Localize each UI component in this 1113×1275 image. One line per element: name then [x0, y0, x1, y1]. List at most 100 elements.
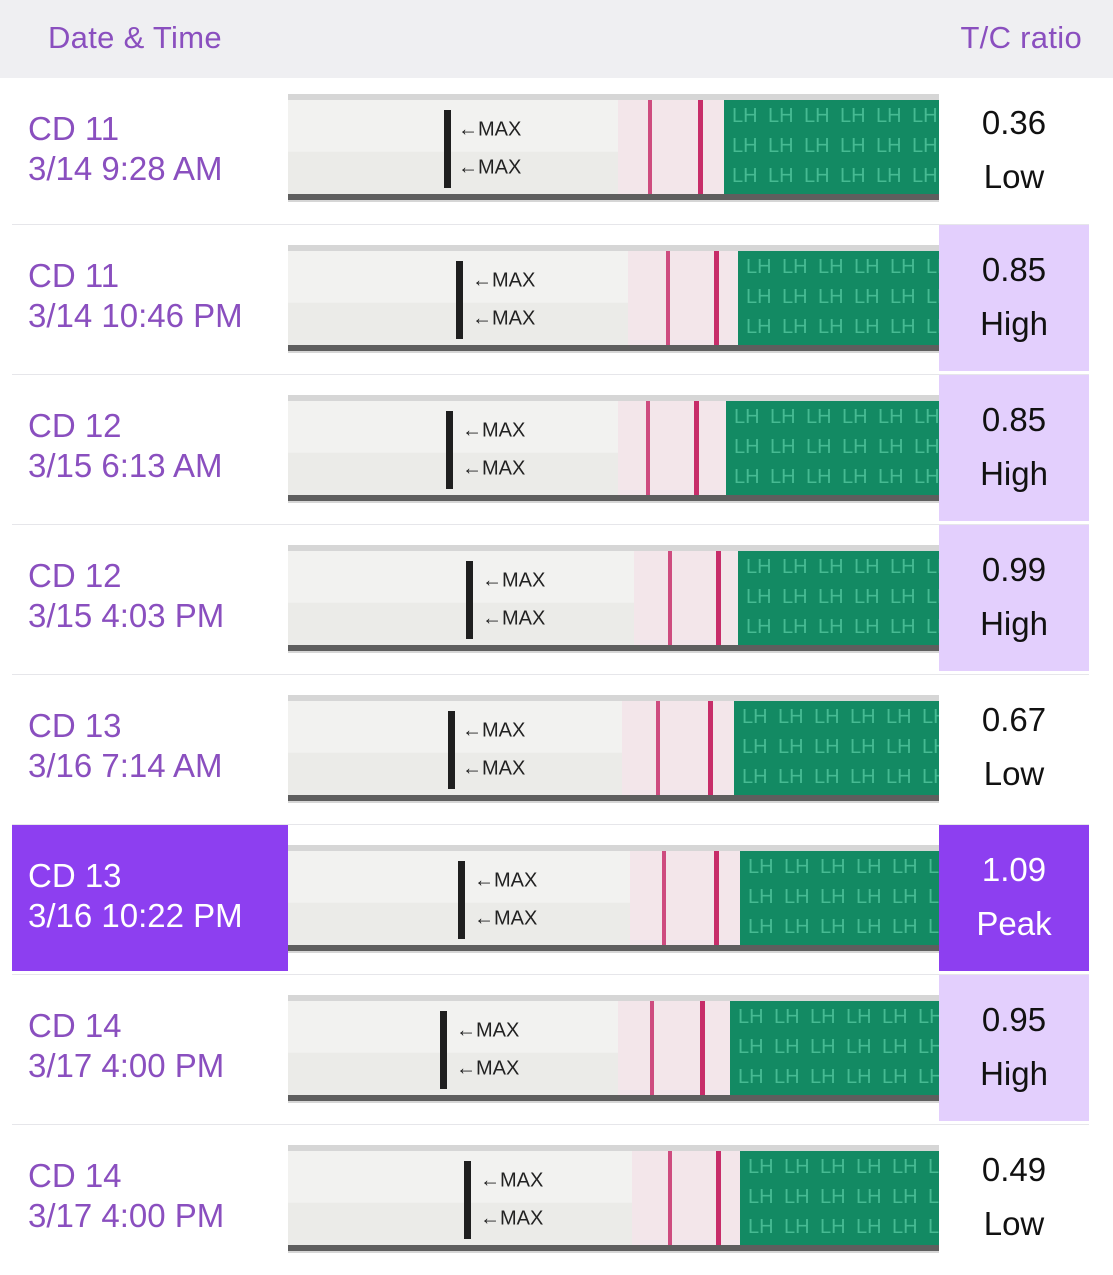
- lh-label: LH: [804, 135, 830, 157]
- lh-label: LH: [890, 616, 916, 638]
- test-row[interactable]: CD 11 3/14 10:46 PM ←MAX ←MAX LH LH LH LH LH LH…: [0, 225, 1113, 375]
- max-label: ←MAX: [480, 1207, 543, 1229]
- ratio-level: High: [980, 305, 1048, 342]
- lh-label: LH: [770, 466, 796, 488]
- row-divider: [12, 824, 1089, 825]
- lh-label: LH: [892, 886, 918, 908]
- lh-label: LH: [818, 556, 844, 578]
- lh-label: LH: [854, 586, 880, 608]
- lh-label: LH: [738, 1066, 764, 1088]
- lh-label: LH: [814, 736, 840, 758]
- ratio-value: 0.36: [981, 104, 1047, 141]
- strip-shadow: [288, 1095, 939, 1101]
- ratio-value: 0.99: [981, 551, 1047, 588]
- lh-label: LH: [928, 1216, 939, 1238]
- ratio-level: Low: [983, 1205, 1045, 1242]
- max-label: ←MAX: [462, 420, 525, 442]
- lh-label: LH: [882, 1066, 908, 1088]
- ratio-value: 0.85: [981, 401, 1047, 438]
- lh-label: LH: [748, 1156, 774, 1178]
- result-window: [618, 100, 724, 194]
- control-line: [714, 851, 719, 945]
- lh-label: LH: [878, 406, 904, 428]
- lh-label: LH: [890, 286, 916, 308]
- lh-label: LH: [922, 766, 939, 788]
- test-line: [666, 251, 670, 345]
- lh-label: LH: [926, 556, 939, 578]
- lh-label: LH: [784, 856, 810, 878]
- lh-label: LH: [734, 406, 760, 428]
- lh-label: LH: [784, 886, 810, 908]
- lh-label: LH: [856, 1156, 882, 1178]
- max-label: ←MAX: [480, 1170, 543, 1192]
- lh-label: LH: [782, 286, 808, 308]
- test-row[interactable]: CD 14 3/17 4:00 PM ←MAX ←MAX LH LH LH LH LH LH L…: [0, 1125, 1113, 1275]
- lh-label: LH: [784, 1156, 810, 1178]
- control-line: [700, 1001, 705, 1095]
- control-line: [708, 701, 713, 795]
- lh-label: LH: [854, 256, 880, 278]
- max-label: ←MAX: [456, 1020, 519, 1042]
- lh-label: LH: [850, 706, 876, 728]
- max-label: ←MAX: [474, 870, 537, 892]
- test-strip-image: ←MAX ←MAX LH LH LH LH LH LH LH LH LH LH LH LH LH LH LH LH…: [288, 675, 939, 821]
- ratio-level: High: [980, 455, 1048, 492]
- lh-label: LH: [820, 886, 846, 908]
- lh-label: LH: [854, 556, 880, 578]
- lh-label: LH: [846, 1036, 872, 1058]
- lh-label: LH: [918, 1036, 939, 1058]
- test-strip-image: ←MAX ←MAX LH LH LH LH LH LH LH LH LH LH LH LH LH LH LH LH…: [288, 78, 939, 224]
- lh-label: LH: [810, 1036, 836, 1058]
- lh-label: LH: [840, 165, 866, 187]
- control-line: [714, 251, 719, 345]
- lh-label: LH: [738, 1036, 764, 1058]
- test-row-peak[interactable]: CD 13 3/16 10:22 PM ←MAX ←MAX LH LH LH LH LH LH…: [0, 825, 1113, 975]
- ratio-cell: 1.09 Peak: [939, 825, 1089, 971]
- datetime-label: 3/15 4:03 PM: [28, 597, 225, 634]
- date-time-column-header: Date & Time: [48, 20, 222, 55]
- test-row[interactable]: CD 14 3/17 4:00 PM ←MAX ←MAX LH LH LH LH LH LH L…: [0, 975, 1113, 1125]
- lh-label: LH: [856, 916, 882, 938]
- max-label: ←MAX: [458, 119, 521, 141]
- lh-label: LH: [742, 706, 768, 728]
- strip-green-end: [734, 701, 939, 795]
- lh-label: LH: [742, 766, 768, 788]
- lh-label: LH: [820, 916, 846, 938]
- result-window: [632, 1151, 740, 1245]
- result-window: [618, 1001, 730, 1095]
- lh-label: LH: [914, 436, 939, 458]
- cycle-day-label: CD 13: [28, 707, 122, 744]
- test-row[interactable]: CD 12 3/15 6:13 AM ←MAX ←MAX LH LH LH LH LH LH L…: [0, 375, 1113, 525]
- lh-label: LH: [770, 436, 796, 458]
- ratio-cell: 0.49 Low: [939, 1125, 1089, 1271]
- result-window: [622, 701, 734, 795]
- strip-svg: ←MAX ←MAX LH LH LH LH LH LH LH LH LH LH LH LH LH LH LH LH…: [288, 1145, 939, 1253]
- lh-label: LH: [882, 1036, 908, 1058]
- lh-label: LH: [854, 286, 880, 308]
- ratio-cell: 0.36 Low: [939, 78, 1089, 224]
- max-label: ←MAX: [462, 757, 525, 779]
- lh-label: LH: [890, 556, 916, 578]
- strip-svg: ←MAX ←MAX LH LH LH LH LH LH LH LH LH LH LH LH LH LH LH LH…: [288, 845, 939, 953]
- date-cell: CD 13 3/16 10:22 PM: [12, 825, 288, 971]
- lh-label: LH: [734, 466, 760, 488]
- lh-label: LH: [856, 856, 882, 878]
- cycle-day-label: CD 14: [28, 1157, 122, 1194]
- test-row[interactable]: CD 11 3/14 9:28 AM ←MAX ←MAX LH LH LH LH LH LH L…: [0, 78, 1113, 225]
- test-line: [656, 701, 660, 795]
- strip-green-end: [724, 100, 939, 194]
- strip-green-end: [726, 401, 939, 495]
- lh-label: LH: [732, 135, 758, 157]
- strip-handle-mark: [448, 711, 455, 789]
- lh-label: LH: [774, 1066, 800, 1088]
- date-cell: CD 14 3/17 4:00 PM: [12, 1125, 288, 1271]
- lh-label: LH: [918, 1006, 939, 1028]
- lh-label: LH: [890, 586, 916, 608]
- datetime-label: 3/16 7:14 AM: [28, 747, 223, 784]
- datetime-label: 3/16 10:22 PM: [28, 897, 243, 934]
- lh-label: LH: [734, 436, 760, 458]
- test-row[interactable]: CD 13 3/16 7:14 AM ←MAX ←MAX LH LH LH LH LH LH L…: [0, 675, 1113, 825]
- strip-green-end: [730, 1001, 939, 1095]
- date-cell: CD 11 3/14 9:28 AM: [12, 78, 288, 224]
- test-row[interactable]: CD 12 3/15 4:03 PM ←MAX ←MAX LH LH LH LH LH LH L…: [0, 525, 1113, 675]
